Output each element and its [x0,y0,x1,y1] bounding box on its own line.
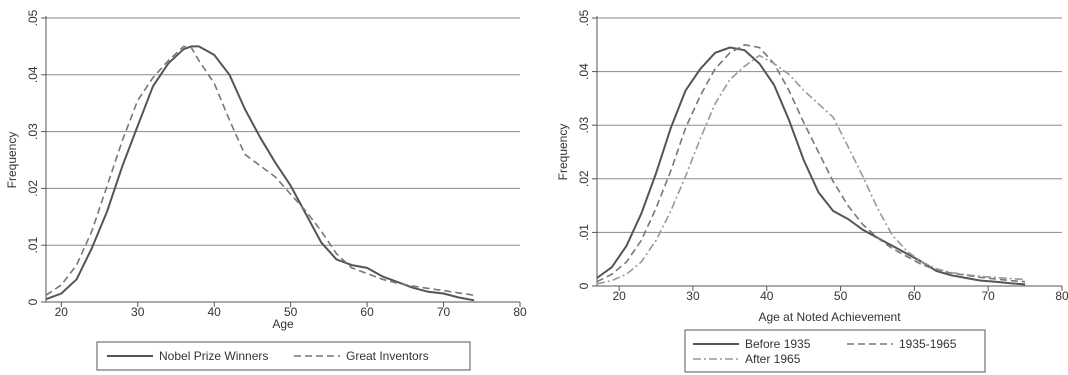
y-tick-label: .02 [577,170,591,187]
legend-label: Before 1935 [745,337,811,351]
legend-label: Nobel Prize Winners [159,349,268,363]
y-tick-label: .04 [577,63,591,80]
y-tick-label: .01 [577,224,591,241]
y-tick-label: .01 [26,237,40,254]
y-axis-title: Frequency [556,124,570,181]
y-axis-title: Frequency [5,132,19,189]
series-line-great-inventors [45,45,475,296]
x-tick-label: 70 [437,305,451,319]
x-tick-label: 40 [208,305,222,319]
x-tick-label: 50 [834,289,848,303]
y-tick-label: 0 [577,282,591,289]
x-tick-label: 60 [908,289,922,303]
series-line-nobel-prize-winners [45,45,475,302]
x-tick-label: 70 [982,289,996,303]
legend-label: 1935-1965 [899,337,957,351]
x-tick-label: 80 [513,305,527,319]
left-chart-panel: 0 .01 .02 .03 .04 .05 20 30 40 50 60 70 80 Age Frequen… [5,9,527,371]
x-axis-title: Age [272,317,294,331]
y-tick-label: .04 [26,66,40,83]
y-tick-label: 0 [26,298,40,305]
right-chart-panel: 0 .01 .02 .03 .04 .05 20 30 40 50 60 70 80 Age at Not… [556,9,1068,373]
x-axis-title: Age at Noted Achievement [758,310,901,324]
y-tick-label: .05 [26,9,40,26]
x-tick-label: 40 [760,289,774,303]
legend: Before 1935 1935-1965 After 1965 [684,329,986,373]
y-tick-label: .03 [26,123,40,140]
y-tick-label: .02 [26,180,40,197]
series-line-after-1965 [596,54,1026,285]
x-tick-label: 20 [612,289,626,303]
legend-box [684,329,986,373]
x-tick-label: 60 [360,305,374,319]
legend-box [96,341,471,371]
legend-label: Great Inventors [346,349,429,363]
y-tick-label: .05 [577,9,591,26]
legend-label: After 1965 [745,352,801,366]
legend: Nobel Prize Winners Great Inventors [96,341,471,371]
x-tick-label: 20 [55,305,69,319]
series-line-before-1935 [596,46,1026,286]
x-tick-label: 30 [131,305,145,319]
x-tick-label: 30 [686,289,700,303]
x-tick-label: 80 [1055,289,1068,303]
x-tick-label: 50 [284,305,298,319]
y-tick-label: .03 [577,117,591,134]
series-line-1935-1965 [596,44,1026,283]
